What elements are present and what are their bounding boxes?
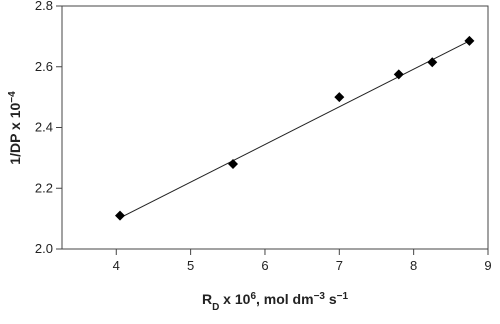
y-tick-label: 2.8	[35, 0, 53, 13]
data-point	[227, 158, 238, 169]
y-tick-label: 2.4	[35, 120, 53, 135]
y-axis-label-part: 1/DP x 10	[7, 102, 23, 164]
data-point	[114, 210, 125, 221]
x-axis-label-part: R	[202, 291, 212, 307]
plot-frame	[61, 5, 489, 250]
x-axis-label-part: −1	[337, 291, 349, 302]
x-axis-label-part: 6	[250, 291, 256, 302]
x-axis-label-part: s	[325, 291, 337, 307]
x-axis-label-part: D	[212, 302, 219, 313]
x-axis-label: RD x 106, mol dm−3 s−1	[202, 291, 349, 313]
x-axis-label-part: , mol dm	[256, 291, 314, 307]
x-tick-label: 6	[261, 258, 268, 273]
x-axis-label-part: x 10	[219, 291, 250, 307]
y-axis-label-part: −4	[7, 91, 18, 103]
y-axis-label: 1/DP x 10−4	[7, 91, 24, 165]
x-tick-label: 5	[187, 258, 194, 273]
y-tick-label: 2.0	[35, 241, 53, 256]
fit-line	[118, 40, 470, 220]
data-point	[427, 57, 438, 68]
x-tick-label: 8	[410, 258, 417, 273]
x-tick-label: 4	[113, 258, 120, 273]
y-tick-label: 2.6	[35, 59, 53, 74]
data-point	[464, 35, 475, 46]
x-tick-label: 9	[484, 258, 491, 273]
data-point	[393, 69, 404, 80]
x-axis-label-part: −3	[314, 291, 326, 302]
x-tick-label: 7	[336, 258, 343, 273]
data-point	[334, 92, 345, 103]
y-tick-label: 2.2	[35, 180, 53, 195]
